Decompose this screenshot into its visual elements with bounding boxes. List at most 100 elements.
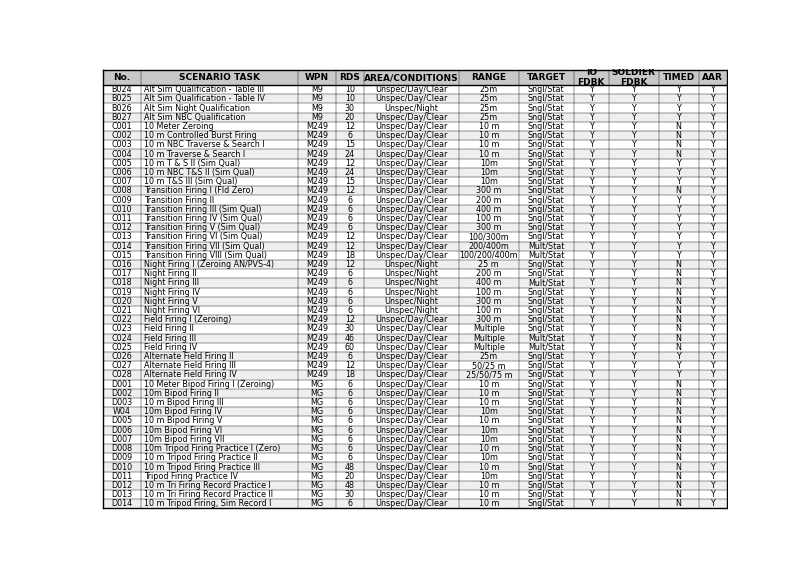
Bar — [336, 315, 364, 324]
Text: 6: 6 — [347, 407, 353, 416]
Text: C019: C019 — [112, 288, 132, 297]
Text: 6: 6 — [347, 306, 353, 315]
Text: M249: M249 — [306, 343, 328, 352]
Text: B027: B027 — [112, 113, 132, 121]
Bar — [574, 426, 609, 435]
Bar — [459, 131, 519, 140]
Bar — [574, 195, 609, 205]
Bar — [574, 168, 609, 177]
Text: WPN: WPN — [305, 73, 329, 82]
Text: Y: Y — [710, 297, 715, 306]
Text: Y: Y — [710, 361, 715, 370]
Text: MG: MG — [311, 453, 324, 462]
Text: Alternate Field Firing II: Alternate Field Firing II — [144, 352, 234, 361]
Text: Mult/Stat: Mult/Stat — [528, 242, 565, 250]
Bar — [519, 490, 574, 499]
Bar — [298, 315, 336, 324]
Text: Y: Y — [589, 113, 594, 121]
Bar — [336, 195, 364, 205]
Bar — [298, 241, 336, 251]
Bar — [574, 150, 609, 159]
Bar — [699, 94, 726, 104]
Text: D008: D008 — [111, 444, 132, 453]
Bar — [699, 168, 726, 177]
Text: No.: No. — [113, 73, 130, 82]
Bar — [103, 85, 141, 94]
Bar — [459, 398, 519, 407]
Text: 10m: 10m — [480, 453, 498, 462]
Text: Y: Y — [589, 343, 594, 352]
Bar — [364, 260, 459, 269]
Text: Y: Y — [710, 417, 715, 426]
Text: Y: Y — [589, 186, 594, 195]
Text: Y: Y — [631, 462, 636, 472]
Bar — [519, 232, 574, 241]
Text: M249: M249 — [306, 168, 328, 177]
Text: Y: Y — [589, 195, 594, 205]
Text: 100/200/400m: 100/200/400m — [460, 251, 518, 260]
Text: 12: 12 — [345, 233, 355, 241]
Text: 6: 6 — [347, 269, 353, 278]
Bar — [459, 370, 519, 379]
Bar — [574, 453, 609, 462]
Bar — [141, 131, 298, 140]
Text: 10m: 10m — [480, 159, 498, 168]
Text: 25m: 25m — [480, 352, 498, 361]
Bar — [298, 131, 336, 140]
Bar — [141, 333, 298, 343]
Text: Night Firing I (Zeroing AN/PVS-4): Night Firing I (Zeroing AN/PVS-4) — [144, 260, 274, 269]
Bar — [519, 343, 574, 352]
Bar — [141, 168, 298, 177]
Bar — [659, 195, 699, 205]
Bar — [336, 499, 364, 508]
Text: Y: Y — [710, 398, 715, 407]
Bar — [103, 269, 141, 278]
Text: Unspec/Day/Clear: Unspec/Day/Clear — [375, 444, 447, 453]
Bar — [141, 150, 298, 159]
Text: Y: Y — [710, 278, 715, 288]
Bar — [336, 85, 364, 94]
Text: Sngl/Stat: Sngl/Stat — [528, 306, 565, 315]
Text: Y: Y — [589, 150, 594, 159]
Bar — [459, 205, 519, 214]
Text: Y: Y — [589, 214, 594, 223]
Bar — [574, 214, 609, 223]
Bar — [103, 324, 141, 333]
Text: C010: C010 — [112, 205, 132, 214]
Bar — [336, 159, 364, 168]
Text: N: N — [676, 426, 681, 435]
Text: Y: Y — [710, 177, 715, 186]
Text: Transition Firing IV (Sim Qual): Transition Firing IV (Sim Qual) — [144, 214, 262, 223]
Text: 10 m Tripod Firing, Sim Record I: 10 m Tripod Firing, Sim Record I — [144, 499, 271, 508]
Text: M249: M249 — [306, 352, 328, 361]
Bar — [364, 70, 459, 85]
Bar — [298, 453, 336, 462]
Bar — [519, 205, 574, 214]
Text: 10 m Bipod Firing III: 10 m Bipod Firing III — [144, 398, 223, 407]
Text: 6: 6 — [347, 205, 353, 214]
Text: Unspec/Night: Unspec/Night — [384, 269, 438, 278]
Bar — [519, 260, 574, 269]
Bar — [659, 177, 699, 186]
Bar — [659, 168, 699, 177]
Bar — [364, 315, 459, 324]
Text: 10 m T & S II (Sim Qual): 10 m T & S II (Sim Qual) — [144, 159, 240, 168]
Bar — [574, 388, 609, 398]
Bar — [699, 426, 726, 435]
Text: Sngl/Stat: Sngl/Stat — [528, 269, 565, 278]
Bar — [519, 306, 574, 315]
Bar — [659, 94, 699, 104]
Bar — [699, 379, 726, 388]
Text: Unspec/Day/Clear: Unspec/Day/Clear — [375, 417, 447, 426]
Text: 12: 12 — [345, 315, 355, 324]
Bar — [659, 444, 699, 453]
Bar — [609, 343, 659, 352]
Bar — [298, 85, 336, 94]
Bar — [659, 426, 699, 435]
Bar — [519, 186, 574, 195]
Bar — [141, 490, 298, 499]
Bar — [103, 223, 141, 232]
Bar — [336, 241, 364, 251]
Text: Y: Y — [631, 177, 636, 186]
Bar — [574, 159, 609, 168]
